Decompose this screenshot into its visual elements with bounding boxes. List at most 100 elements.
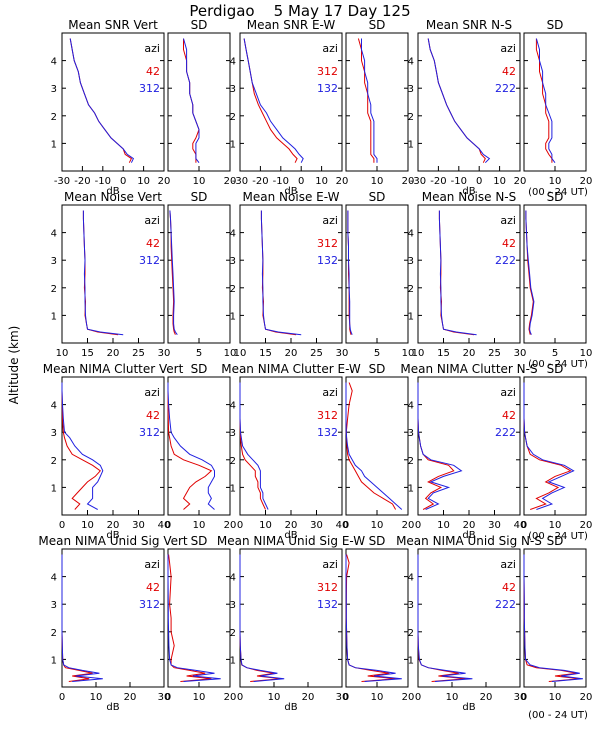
panel-vert-sd-row2: SD 5 10 bbox=[167, 190, 236, 359]
series-line-azi-312 bbox=[357, 38, 375, 163]
plot-frame bbox=[345, 204, 409, 344]
y-tick-label: 1 bbox=[230, 483, 236, 494]
x-tick-label: 0 bbox=[165, 520, 171, 531]
panel-title: SD bbox=[369, 362, 386, 376]
y-tick-label: 2 bbox=[230, 456, 236, 467]
y-tick-label: 4 bbox=[51, 57, 57, 68]
plot-frame bbox=[417, 32, 521, 172]
legend-entry-red: 42 bbox=[146, 581, 160, 594]
x-tick-label: 10 bbox=[259, 520, 272, 531]
y-tick-label: 2 bbox=[408, 456, 414, 467]
legend-heading: azi bbox=[322, 386, 338, 399]
legend-entry-blue: 312 bbox=[139, 254, 160, 267]
y-tick-label: 3 bbox=[408, 84, 414, 95]
panel-title: SD bbox=[547, 362, 564, 376]
x-tick-label: 20 bbox=[285, 520, 298, 531]
panel-title: Mean NIMA Clutter Vert bbox=[43, 362, 184, 376]
panel-title: Mean Noise N-S bbox=[422, 190, 517, 204]
y-tick-label: 2 bbox=[51, 284, 57, 295]
time-range-note: (00 - 24 UT) bbox=[528, 710, 588, 721]
x-tick-label: 30 bbox=[514, 348, 527, 359]
x-tick-label: 30 bbox=[158, 348, 171, 359]
series-line-azi-222 bbox=[525, 210, 535, 335]
series-line-azi-312 bbox=[345, 554, 396, 682]
x-tick-label: 10 bbox=[234, 348, 247, 359]
x-tick-label: 10 bbox=[90, 692, 103, 703]
panel-vert-sd-row1: SD 10 20 bbox=[167, 18, 236, 187]
panel-ew-sd-row4: SD 0 10 20 bbox=[343, 534, 415, 703]
y-tick-label: 2 bbox=[51, 628, 57, 639]
x-axis-unit: dB bbox=[106, 186, 119, 197]
y-tick-label: 3 bbox=[230, 256, 236, 267]
x-tick-label: 25 bbox=[310, 348, 323, 359]
x-tick-label: 0 bbox=[521, 692, 527, 703]
legend-entry-blue: 132 bbox=[317, 426, 338, 439]
y-tick-label: 1 bbox=[230, 311, 236, 322]
x-axis-unit: dB bbox=[462, 186, 475, 197]
panel-vert-mean-row4: Mean NIMA Unid Sig Vert 1 2 3 4 0 10 20 30 azi 42 3… bbox=[38, 534, 188, 713]
y-tick-label: 2 bbox=[51, 112, 57, 123]
x-tick-label: 20 bbox=[463, 348, 476, 359]
x-tick-label: 10 bbox=[580, 348, 593, 359]
series-line-azi-42 bbox=[523, 382, 572, 510]
x-tick-label: 0 bbox=[237, 692, 243, 703]
series-line-azi-222 bbox=[417, 554, 473, 682]
series-line-azi-312 bbox=[169, 210, 178, 335]
series-line-azi-42 bbox=[82, 210, 119, 336]
x-tick-label: 0 bbox=[59, 692, 65, 703]
legend-heading: azi bbox=[144, 214, 160, 227]
panel-vert-sd-row3: SD 0 10 20 bbox=[165, 362, 237, 531]
plot-frame bbox=[523, 32, 587, 172]
y-tick-label: 3 bbox=[408, 428, 414, 439]
x-tick-label: 20 bbox=[107, 348, 120, 359]
x-tick-label: 20 bbox=[402, 176, 415, 187]
legend-heading: azi bbox=[500, 558, 516, 571]
legend-heading: azi bbox=[144, 558, 160, 571]
y-tick-label: 3 bbox=[51, 428, 57, 439]
panel-vert-sd-row4: SD 0 10 20 bbox=[165, 534, 237, 703]
plot-frame bbox=[61, 32, 165, 172]
x-tick-label: 10 bbox=[412, 348, 425, 359]
x-tick-label: 0 bbox=[165, 692, 171, 703]
x-tick-label: 10 bbox=[193, 692, 206, 703]
x-tick-label: -20 bbox=[74, 176, 90, 187]
y-axis-label: Altitude (km) bbox=[7, 326, 21, 405]
x-tick-label: 15 bbox=[259, 348, 272, 359]
figure-title: Perdigao 5 May 17 Day 125 bbox=[189, 2, 410, 20]
x-tick-label: -30 bbox=[410, 176, 426, 187]
series-line-azi-222 bbox=[417, 382, 463, 510]
legend-entry-red: 312 bbox=[317, 409, 338, 422]
x-tick-label: 10 bbox=[549, 692, 562, 703]
series-line-azi-312 bbox=[82, 210, 124, 336]
x-tick-label: 20 bbox=[402, 520, 415, 531]
x-tick-label: 30 bbox=[132, 520, 145, 531]
panel-title: SD bbox=[191, 190, 208, 204]
y-tick-label: 1 bbox=[230, 655, 236, 666]
series-line-azi-312 bbox=[183, 38, 200, 164]
x-tick-label: 10 bbox=[549, 520, 562, 531]
series-line-azi-132 bbox=[361, 38, 378, 163]
y-tick-label: 3 bbox=[51, 84, 57, 95]
x-tick-label: 0 bbox=[343, 520, 349, 531]
panel-title: Mean NIMA Unid Sig E-W bbox=[217, 534, 365, 548]
panel-title: Mean NIMA Unid Sig Vert bbox=[38, 534, 188, 548]
x-tick-label: 10 bbox=[56, 348, 69, 359]
x-tick-label: 5 bbox=[196, 348, 202, 359]
legend-entry-red: 42 bbox=[146, 237, 160, 250]
panel-ew-mean-row1: Mean SNR E-W 1 2 3 4 -30 -20 -10 0 10 20 azi 312 132 d… bbox=[230, 18, 349, 197]
y-tick-label: 1 bbox=[408, 311, 414, 322]
y-tick-label: 1 bbox=[51, 483, 57, 494]
x-tick-label: 30 bbox=[514, 692, 527, 703]
x-tick-label: 20 bbox=[224, 692, 237, 703]
series-line-azi-312 bbox=[61, 382, 104, 510]
series-line-azi-312 bbox=[69, 38, 135, 163]
panel-title: SD bbox=[547, 534, 564, 548]
legend-heading: azi bbox=[500, 42, 516, 55]
y-tick-label: 1 bbox=[408, 483, 414, 494]
x-tick-label: 0 bbox=[521, 520, 527, 531]
x-tick-label: 20 bbox=[124, 692, 137, 703]
x-tick-label: 30 bbox=[336, 692, 349, 703]
legend-heading: azi bbox=[322, 214, 338, 227]
x-tick-label: 20 bbox=[224, 520, 237, 531]
